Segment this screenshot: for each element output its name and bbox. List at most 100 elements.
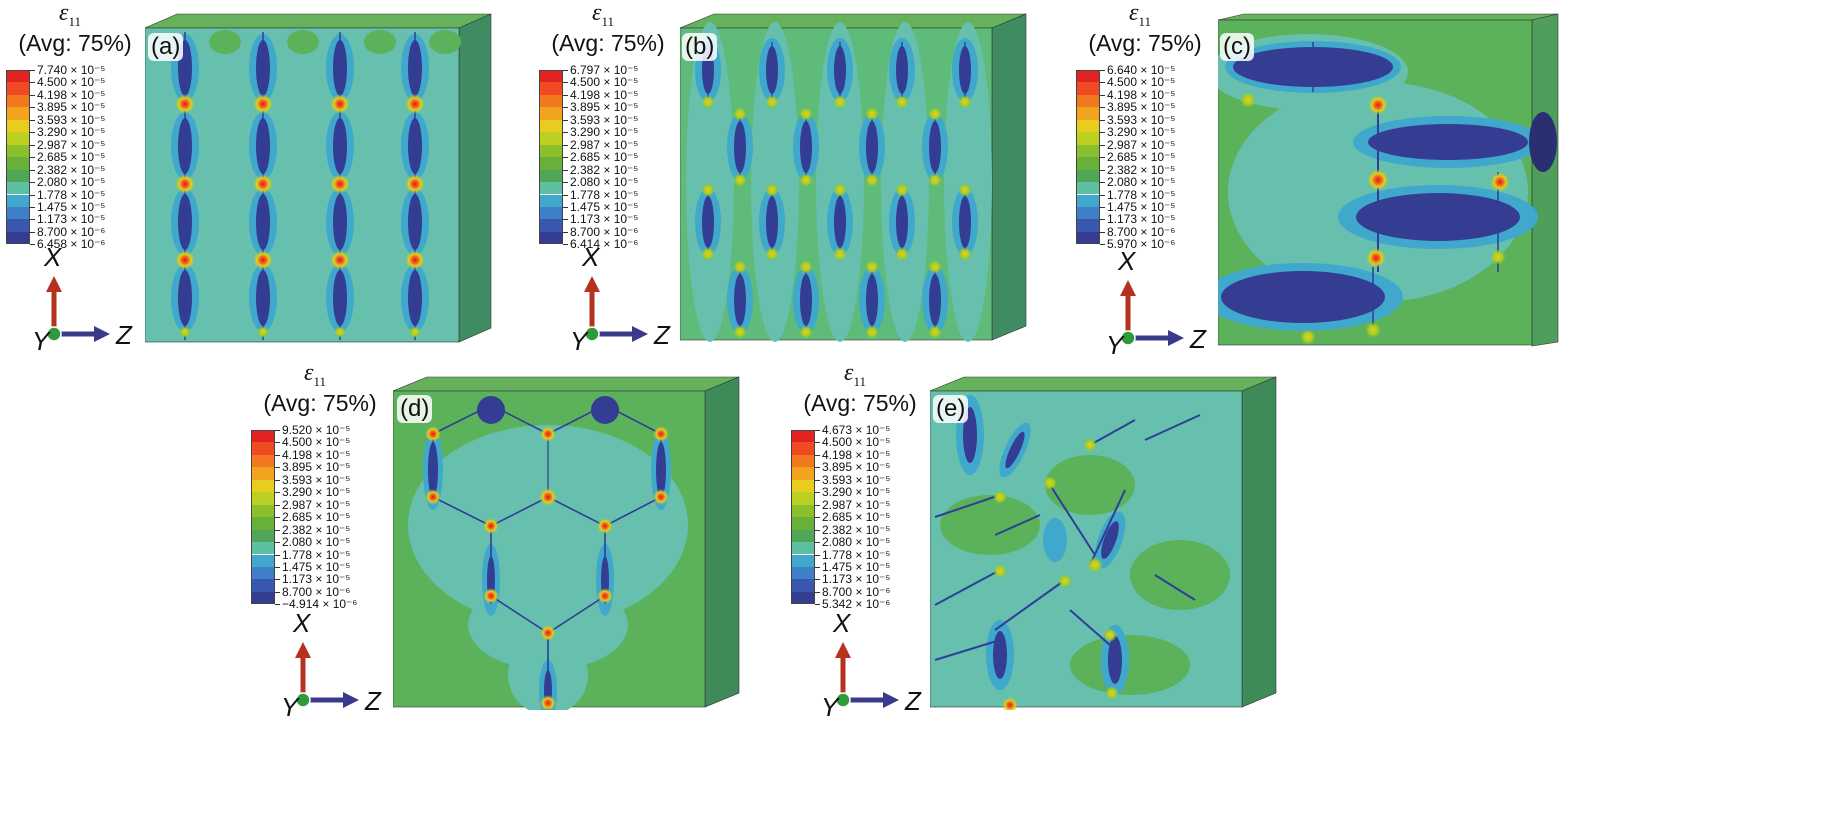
strain-band xyxy=(686,22,734,342)
legend-value: −4.914 × 10⁻⁶ xyxy=(282,597,358,612)
legend-swatch xyxy=(791,579,815,592)
legend-value: 4.500 × 10⁻⁵ xyxy=(570,75,639,90)
legend-swatch xyxy=(6,219,30,232)
legend-value: 3.290 × 10⁻⁵ xyxy=(37,125,106,140)
legend-value: 2.382 × 10⁻⁵ xyxy=(1107,162,1176,177)
legend-value: 2.685 × 10⁻⁵ xyxy=(570,150,639,165)
crack-tip-hotspot xyxy=(833,183,847,197)
legend-tick xyxy=(815,566,820,568)
axis-triad-e: X Y Z xyxy=(821,608,931,722)
legend-value: 2.685 × 10⁻⁵ xyxy=(37,150,106,165)
legend-tick xyxy=(563,194,568,196)
panel-b: ε11 (Avg: 75%) 6.797 × 10⁻⁵ 4.500 × 10⁻⁵ 4… xyxy=(530,0,1050,360)
legend-swatch xyxy=(1076,194,1100,207)
panel-label-e: (e) xyxy=(933,395,969,423)
front-face-contours-a xyxy=(171,30,461,340)
legend-avg: (Avg: 75%) xyxy=(18,30,132,56)
legend-swatch xyxy=(791,467,815,480)
strain-band xyxy=(816,22,864,342)
legend-avg: (Avg: 75%) xyxy=(1088,30,1202,56)
legend-title: ε11 xyxy=(785,360,925,390)
crack-tip-hotspot xyxy=(958,95,972,109)
crack-tip-hotspot xyxy=(799,173,813,187)
panel-label-d: (d) xyxy=(397,395,433,423)
crack-tip-hotspot xyxy=(733,260,747,274)
legend-swatch xyxy=(1076,231,1100,245)
crack-tip-hotspot xyxy=(865,107,879,121)
legend-tick xyxy=(1100,132,1105,134)
crack-tip-hotspot xyxy=(733,325,747,339)
legend-tick xyxy=(815,479,820,481)
legend-value: 2.080 × 10⁻⁵ xyxy=(822,535,891,550)
axis-z-label: Z xyxy=(905,686,921,716)
legend-swatch xyxy=(791,554,815,567)
crack-tip-hotspot xyxy=(175,174,195,194)
crack-tip-hotspot xyxy=(895,247,909,261)
legend-title: ε11 xyxy=(1070,0,1210,30)
legend-tick xyxy=(1100,107,1105,109)
legend-swatch xyxy=(251,504,275,518)
legend-swatch xyxy=(539,70,563,83)
legend-swatch xyxy=(791,566,815,580)
axis-arrows xyxy=(584,276,648,342)
legend-swatch xyxy=(251,492,275,505)
crack-tip-hotspot xyxy=(701,183,715,197)
panel-label-c: (c) xyxy=(1220,33,1254,61)
legend-swatch xyxy=(251,591,275,605)
panel-a: ε11 (Avg: 75%) 7.740 × 10⁻⁵ 4.500 × 10⁻⁵ 4… xyxy=(0,0,580,360)
legend-tick xyxy=(275,492,280,494)
crack-tip-hotspot xyxy=(701,95,715,109)
legend-swatch xyxy=(251,566,275,580)
legend-tick xyxy=(563,94,568,96)
legend-swatch xyxy=(539,182,563,195)
legend-swatch xyxy=(6,144,30,158)
crack-tip-hotspot xyxy=(405,174,425,194)
legend-value: 2.382 × 10⁻⁵ xyxy=(37,162,106,177)
legend-swatch xyxy=(6,82,30,95)
strain-band xyxy=(287,30,319,54)
legend-tick xyxy=(815,517,820,519)
axis-z-label: Z xyxy=(365,686,381,716)
legend-value: 2.685 × 10⁻⁵ xyxy=(282,510,351,525)
crack-tip-hotspot xyxy=(765,95,779,109)
legend-tick xyxy=(275,504,280,506)
legend-tick xyxy=(563,144,568,146)
axis-z-label: Z xyxy=(654,320,670,350)
legend-value: 2.987 × 10⁻⁵ xyxy=(282,497,351,512)
legend-tick xyxy=(1100,244,1105,246)
legend-value: 1.475 × 10⁻⁵ xyxy=(282,559,351,574)
legend-value: 8.700 × 10⁻⁶ xyxy=(1107,224,1176,239)
crack-tip-hotspot xyxy=(928,325,942,339)
legend-tick xyxy=(275,554,280,556)
legend-swatch xyxy=(539,119,563,133)
legend-swatch xyxy=(251,554,275,567)
legend-swatch xyxy=(6,169,30,183)
contour-cube-e xyxy=(930,376,1277,710)
legend-tick xyxy=(30,219,35,221)
legend-symbol: ε xyxy=(844,360,854,386)
legend-swatch xyxy=(539,132,563,145)
strain-band xyxy=(881,22,929,342)
legend-tick xyxy=(275,591,280,593)
legend-swatch xyxy=(539,169,563,183)
crack-tip-hotspot xyxy=(330,250,350,270)
legend-tick xyxy=(30,70,35,71)
crack-tip-hotspot xyxy=(405,94,425,114)
legend-swatch xyxy=(539,144,563,158)
legend-value: 3.593 × 10⁻⁵ xyxy=(1107,112,1176,127)
legend-value: 3.895 × 10⁻⁵ xyxy=(570,100,639,115)
legend-swatch xyxy=(251,542,275,555)
legend-value: 1.778 × 10⁻⁵ xyxy=(1107,187,1176,202)
crack-tip-hotspot xyxy=(833,95,847,109)
legend-frame xyxy=(251,430,275,605)
axis-x-label: X xyxy=(582,242,600,272)
legend-swatch xyxy=(1076,169,1100,183)
axis-y-label: Y xyxy=(821,692,839,722)
legend-swatch xyxy=(1076,82,1100,95)
crack-tip-hotspot xyxy=(405,250,425,270)
contour-cube-b xyxy=(680,13,1027,342)
legend-swatch xyxy=(791,492,815,505)
legend-value: 2.080 × 10⁻⁵ xyxy=(570,175,639,190)
legend-tick xyxy=(563,107,568,109)
legend-tick xyxy=(30,231,35,233)
